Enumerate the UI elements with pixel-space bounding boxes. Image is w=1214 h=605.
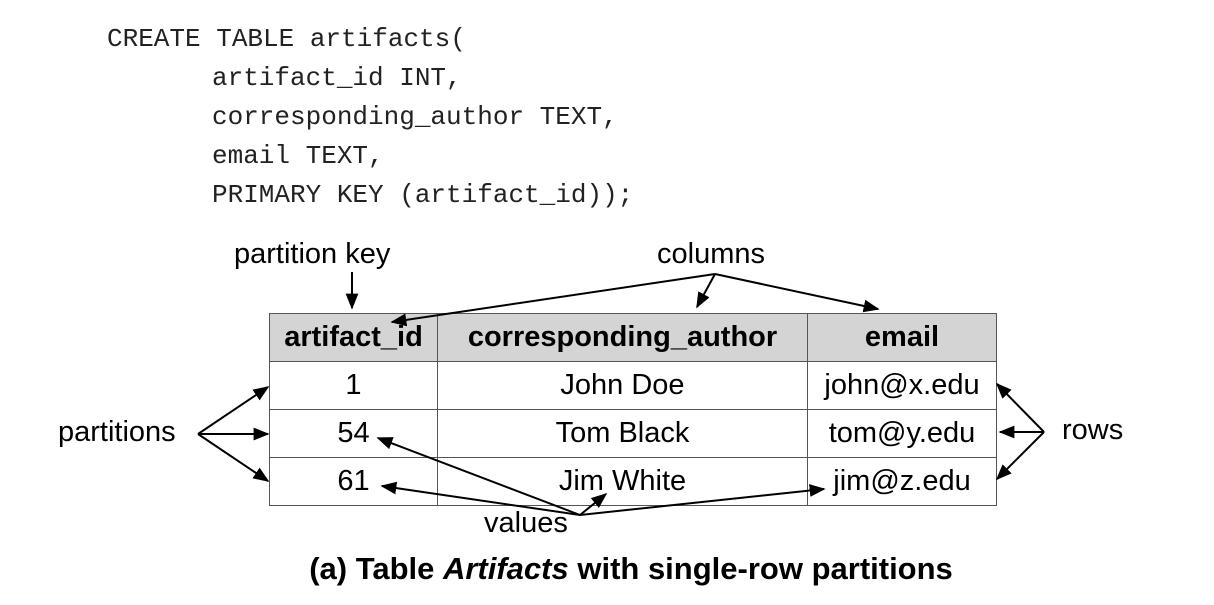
cell-artifact-id: 1 bbox=[269, 361, 438, 410]
artifacts-table: artifact_id corresponding_author email 1… bbox=[269, 313, 997, 506]
caption-suffix: with single-row partitions bbox=[568, 551, 953, 586]
cell-email: tom@y.edu bbox=[807, 409, 997, 458]
column-header-artifact-id: artifact_id bbox=[269, 313, 438, 362]
partitions-arrow-row-1 bbox=[197, 386, 270, 435]
columns-arrow-email bbox=[714, 273, 880, 313]
caption-prefix: (a) Table bbox=[309, 551, 443, 586]
cell-email: john@x.edu bbox=[807, 361, 997, 410]
code-line: artifact_id INT, bbox=[212, 63, 462, 93]
cell-author: John Doe bbox=[437, 361, 808, 410]
figure-caption: (a) Table Artifacts with single-row part… bbox=[0, 551, 1214, 587]
cell-author: Jim White bbox=[437, 457, 808, 506]
values-label: values bbox=[484, 507, 568, 539]
partition-key-label: partition key bbox=[234, 238, 391, 270]
rows-arrow-row-3 bbox=[995, 431, 1045, 481]
cell-email: jim@z.edu bbox=[807, 457, 997, 506]
code-line: CREATE TABLE artifacts( bbox=[107, 24, 466, 54]
code-line: PRIMARY KEY (artifact_id)); bbox=[212, 180, 634, 210]
create-table-code: CREATE TABLE artifacts( artifact_id INT, c… bbox=[107, 20, 633, 215]
code-line: email TEXT, bbox=[212, 141, 384, 171]
partitions-arrow-row-3 bbox=[197, 433, 270, 482]
cell-author: Tom Black bbox=[437, 409, 808, 458]
partitions-label: partitions bbox=[58, 416, 176, 448]
columns-label: columns bbox=[657, 238, 765, 270]
cell-artifact-id: 61 bbox=[269, 457, 438, 506]
table-header-row: artifact_id corresponding_author email bbox=[269, 313, 997, 362]
rows-arrow-row-1 bbox=[995, 382, 1045, 433]
table-row: 1 John Doe john@x.edu bbox=[269, 361, 997, 410]
code-line: corresponding_author TEXT, bbox=[212, 102, 618, 132]
table-row: 61 Jim White jim@z.edu bbox=[269, 457, 997, 506]
columns-arrow-author bbox=[696, 273, 716, 309]
caption-table-name: Artifacts bbox=[442, 551, 569, 586]
cell-artifact-id: 54 bbox=[269, 409, 438, 458]
column-header-corresponding-author: corresponding_author bbox=[437, 313, 808, 362]
table-row: 54 Tom Black tom@y.edu bbox=[269, 409, 997, 458]
column-header-email: email bbox=[807, 313, 997, 362]
rows-label: rows bbox=[1062, 414, 1124, 446]
